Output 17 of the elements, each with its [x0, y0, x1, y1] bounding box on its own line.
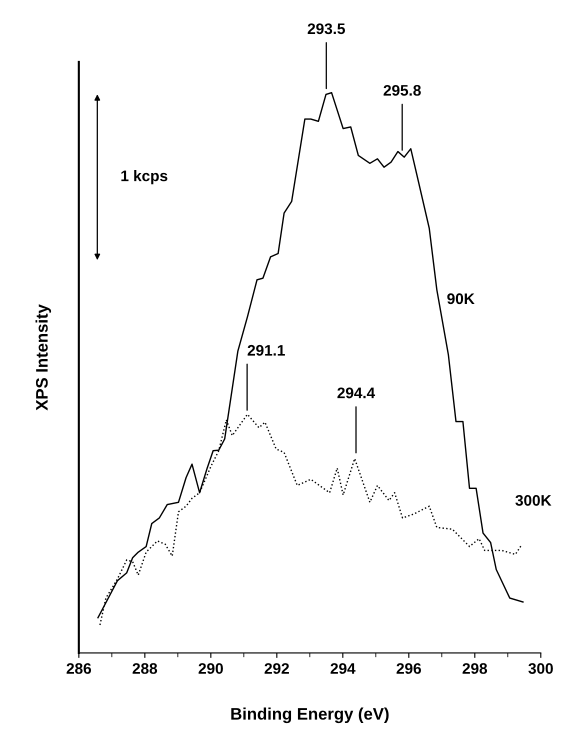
x-tick-label: 294 — [330, 663, 356, 674]
x-axis-title: Binding Energy (eV) — [231, 708, 389, 724]
x-tick-label: 292 — [264, 663, 289, 674]
annotation: 293.5 — [308, 23, 345, 34]
x-tick-label: 300 — [528, 663, 553, 674]
annotation: 1 kcps — [121, 170, 168, 184]
annotation: 291.1 — [248, 344, 285, 356]
text: 300K — [515, 494, 552, 506]
series-label: 90K — [447, 293, 475, 304]
x-tick-label: 288 — [132, 663, 158, 674]
y-axis-title: XPS Intensity — [36, 304, 52, 411]
annotation: 295.8 — [384, 84, 421, 96]
x-tick-label: 298 — [462, 663, 488, 674]
x-tick-label: 290 — [198, 663, 223, 674]
annotation: 294.4 — [337, 387, 376, 398]
x-tick-label: 296 — [396, 663, 421, 674]
x-tick-label: 286 — [66, 663, 92, 674]
